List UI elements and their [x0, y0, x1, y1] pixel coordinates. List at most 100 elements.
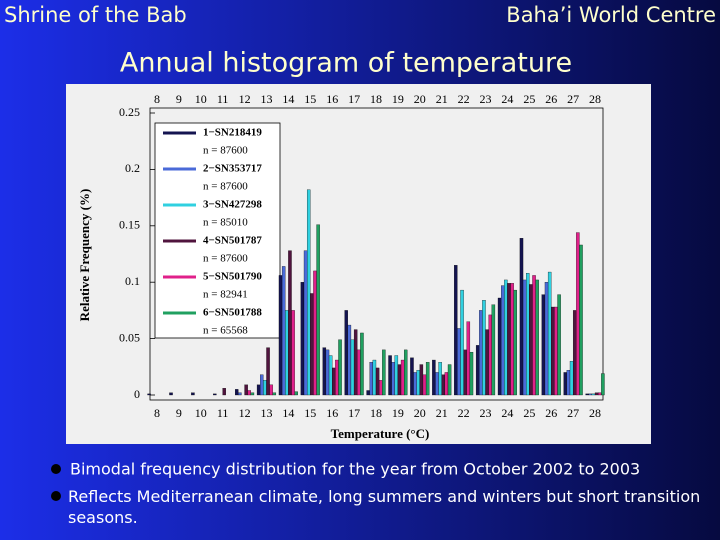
bar	[566, 370, 571, 396]
y-tick-label: 0.1	[125, 274, 140, 288]
legend-count: n = 87600	[203, 181, 248, 193]
bar	[447, 364, 452, 396]
bar	[375, 367, 380, 396]
bar	[413, 372, 417, 396]
x-tick-label: 21	[436, 406, 448, 420]
header-right: Baha’i World Centre	[506, 3, 716, 27]
bullet-dot	[51, 491, 61, 501]
x-tick-label-top: 24	[501, 92, 513, 106]
bar	[294, 391, 298, 396]
bar	[263, 380, 267, 396]
bar	[316, 224, 320, 396]
plot-frame	[149, 107, 604, 401]
y-tick-label: 0	[134, 387, 140, 401]
x-tick-label: 27	[567, 406, 579, 420]
x-tick-label-top: 10	[195, 92, 207, 106]
bar	[497, 297, 502, 396]
bar	[366, 390, 370, 396]
y-tick-label: 0.15	[119, 218, 140, 232]
bullet-wrap: Reflects Mediterranean climate, long sum…	[68, 487, 700, 527]
x-tick-label-top: 13	[260, 92, 272, 106]
legend-count: n = 87600	[203, 145, 248, 157]
bar	[222, 388, 226, 396]
bar	[400, 359, 405, 396]
bar	[410, 357, 414, 396]
x-tick-label: 9	[176, 406, 182, 420]
x-tick-label: 10	[195, 406, 207, 420]
x-tick-label: 23	[480, 406, 492, 420]
bar	[313, 270, 317, 396]
x-axis-label: Temperature (°C)	[331, 426, 430, 441]
header-left: Shrine of the Bab	[4, 3, 187, 27]
bar	[588, 393, 593, 396]
x-tick-label-top: 22	[458, 92, 470, 106]
bar	[454, 265, 458, 396]
bar	[281, 266, 286, 396]
bar	[285, 310, 289, 396]
x-tick-label-top: 25	[523, 92, 535, 106]
bar	[397, 364, 402, 396]
bar	[510, 283, 514, 396]
legend-count: n = 87600	[203, 253, 248, 265]
x-tick-label: 26	[545, 406, 557, 420]
bar	[394, 355, 399, 396]
bar	[519, 238, 524, 396]
legend-label: 2−SN353717	[203, 163, 262, 175]
x-tick-label-top: 11	[217, 92, 229, 106]
bar	[372, 359, 377, 396]
x-tick-label: 20	[414, 406, 426, 420]
bar	[322, 347, 327, 396]
x-tick-label: 11	[217, 406, 229, 420]
bar	[269, 384, 273, 396]
legend-label: 5−SN501790	[203, 271, 262, 283]
bar	[585, 393, 589, 396]
bar	[475, 345, 480, 396]
x-tick-label-top: 27	[567, 92, 579, 106]
bar	[547, 271, 552, 396]
bar	[572, 310, 577, 396]
bar	[388, 355, 392, 396]
bar	[391, 362, 395, 396]
bar	[347, 324, 352, 396]
x-tick-label: 28	[589, 406, 601, 420]
bar	[350, 339, 355, 396]
x-tick-label: 25	[523, 406, 535, 420]
x-tick-label-top: 15	[304, 92, 316, 106]
x-tick-label: 22	[458, 406, 470, 420]
bar	[441, 374, 446, 396]
x-tick-label: 8	[154, 406, 160, 420]
bar	[457, 328, 461, 396]
x-tick-label: 18	[370, 406, 382, 420]
bar	[485, 329, 489, 396]
bar	[469, 351, 474, 396]
bullet-dot	[51, 464, 61, 474]
bar	[488, 314, 492, 396]
bar	[272, 392, 277, 396]
bar	[598, 392, 602, 396]
bar	[507, 283, 511, 396]
bar	[544, 282, 549, 396]
x-tick-label-top: 26	[545, 92, 557, 106]
bar	[369, 362, 374, 396]
bar	[438, 362, 442, 396]
bar	[460, 289, 464, 396]
x-tick-label-top: 21	[436, 92, 448, 106]
bar	[244, 384, 248, 396]
bar	[288, 250, 292, 396]
bar	[432, 359, 436, 396]
bar	[532, 275, 536, 396]
bar	[300, 282, 305, 396]
bar	[541, 294, 546, 396]
y-tick-label: 0.05	[119, 330, 140, 344]
bar	[378, 380, 383, 396]
bar	[513, 289, 517, 396]
bar	[563, 372, 568, 396]
bar	[522, 279, 527, 396]
bar	[360, 332, 364, 396]
bar	[169, 392, 173, 396]
bar	[357, 349, 361, 396]
slide-title: Annual histogram of temperature	[120, 48, 572, 79]
x-tick-label-top: 8	[154, 92, 160, 106]
bar	[576, 232, 580, 396]
